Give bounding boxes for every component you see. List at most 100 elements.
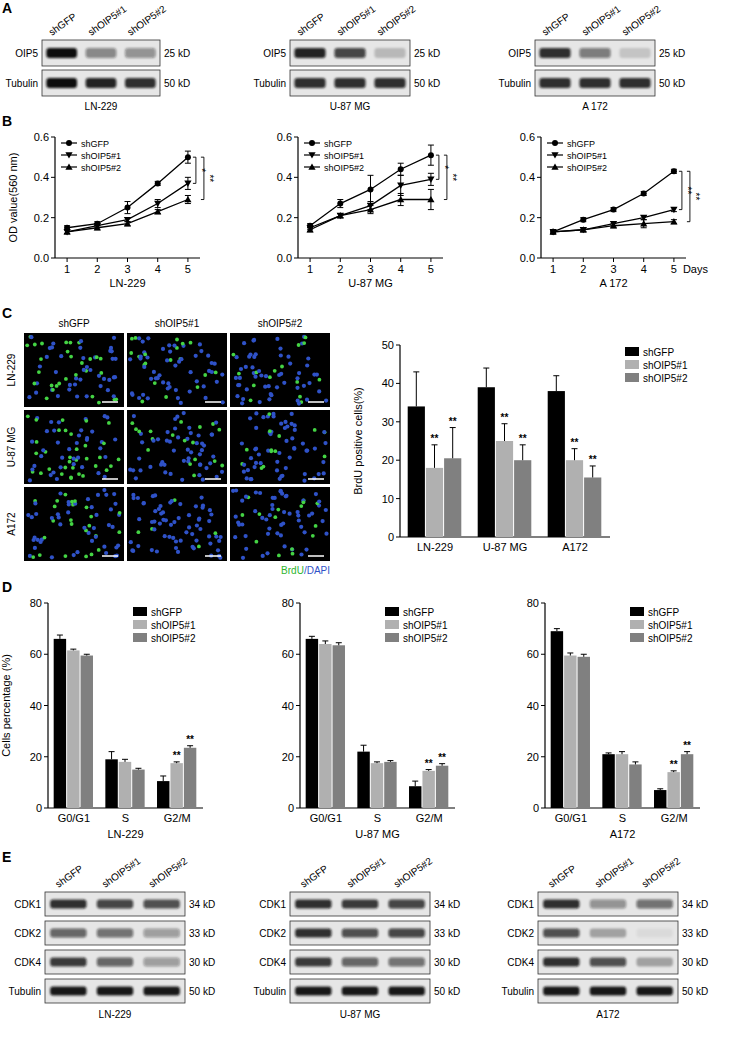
- plot-area: [551, 629, 694, 808]
- brdu-cell: [277, 434, 281, 438]
- bar: [422, 771, 434, 808]
- brdu-cell: [249, 398, 253, 402]
- dapi-cell: [161, 347, 165, 351]
- dapi-cell: [179, 357, 183, 361]
- dapi-cell: [151, 494, 155, 498]
- brdu-cell: [38, 553, 42, 557]
- dapi-cell: [158, 504, 162, 508]
- x-tick-label: G0/G1: [310, 812, 342, 824]
- y-tick: [296, 808, 300, 809]
- error-bar: [520, 445, 526, 460]
- x-tick-label: 1: [64, 263, 70, 275]
- brdu-cell: [90, 553, 94, 557]
- dapi-cell: [279, 489, 283, 493]
- legend-label: shOIP5#1: [567, 151, 607, 161]
- dapi-cell: [195, 441, 199, 445]
- x-tick-label: 2: [337, 263, 343, 275]
- y-tick-label: 0.0: [277, 252, 292, 264]
- band: [579, 48, 610, 58]
- dapi-cell: [156, 437, 160, 441]
- brdu-cell: [217, 428, 221, 432]
- y-axis: [399, 345, 400, 537]
- error-bar: [374, 762, 380, 763]
- error-bar: [581, 654, 587, 657]
- dapi-cell: [166, 381, 170, 385]
- brdu-cell: [60, 472, 64, 476]
- dapi-cell: [266, 532, 270, 536]
- brdu-cell: [70, 522, 74, 526]
- dapi-cell: [194, 504, 198, 508]
- micrograph: [127, 487, 227, 561]
- dapi-cell: [173, 364, 177, 368]
- brdu-cell: [277, 554, 281, 558]
- dapi-cell: [234, 515, 238, 519]
- dapi-cell: [285, 424, 289, 428]
- blot-strip: [290, 921, 430, 945]
- brdu-cell: [268, 375, 272, 379]
- blot-strip: [290, 70, 410, 96]
- legend-swatch: [133, 633, 147, 642]
- error-bar: [122, 759, 128, 762]
- brdu-cell: [179, 420, 183, 424]
- dapi-cell: [189, 431, 193, 435]
- dapi-cell: [77, 433, 81, 437]
- dapi-cell: [254, 426, 258, 430]
- dapi-cell: [50, 388, 54, 392]
- blot-strip: [45, 921, 185, 945]
- point: [397, 183, 404, 189]
- plot-area: [408, 368, 602, 537]
- dapi-cell: [129, 540, 133, 544]
- brdu-cell: [299, 504, 303, 508]
- dapi-cell: [296, 510, 300, 514]
- dapi-cell: [170, 499, 174, 503]
- y-tick-label: 0.6: [34, 131, 49, 143]
- band: [97, 899, 133, 908]
- panel-letter: C: [2, 305, 12, 321]
- brdu-cell: [55, 499, 59, 503]
- protein-label: Tubulin: [502, 986, 534, 997]
- protein-label: CDK2: [14, 928, 41, 939]
- scale-bar: [205, 478, 221, 480]
- plot-area: [549, 168, 677, 235]
- error-bar: [671, 169, 677, 173]
- brdu-cell: [98, 456, 102, 460]
- error-bar: [155, 181, 161, 185]
- x-tick-label: S: [619, 812, 626, 824]
- size-label: 50 kD: [189, 986, 215, 997]
- dapi-cell: [284, 439, 288, 443]
- bar: [681, 754, 693, 808]
- dapi-cell: [30, 440, 34, 444]
- dapi-cell: [180, 478, 184, 482]
- brdu-cell: [69, 475, 73, 479]
- bar: [654, 790, 666, 808]
- dapi-cell: [264, 517, 268, 521]
- dapi-cell: [284, 494, 288, 498]
- point: [154, 208, 161, 214]
- brdu-cell: [61, 418, 65, 422]
- size-label: 50 kD: [414, 78, 440, 89]
- dapi-cell: [261, 415, 265, 419]
- brdu-cell: [203, 373, 207, 377]
- legend-label: shGFP: [151, 607, 182, 618]
- lane-label: shOIP5#1: [580, 3, 623, 38]
- x-tick: [310, 258, 311, 262]
- band: [125, 78, 156, 88]
- x-axis-label: A 172: [599, 277, 627, 289]
- point: [670, 207, 677, 213]
- brdu-cell: [39, 357, 43, 361]
- dapi-cell: [302, 384, 306, 388]
- size-label: 25 kD: [164, 48, 190, 59]
- dapi-cell: [72, 462, 76, 466]
- dapi-cell: [244, 495, 248, 499]
- dapi-cell: [305, 398, 309, 402]
- size-label: 50 kD: [164, 78, 190, 89]
- annotation: Days: [683, 263, 709, 275]
- dapi-cell: [187, 513, 191, 517]
- point: [368, 186, 374, 192]
- dapi-cell: [288, 456, 292, 460]
- brdu-cell: [171, 433, 175, 437]
- dapi-cell: [68, 383, 72, 387]
- protein-label: CDK1: [14, 899, 41, 910]
- bar: [371, 763, 383, 808]
- dapi-cell: [242, 470, 246, 474]
